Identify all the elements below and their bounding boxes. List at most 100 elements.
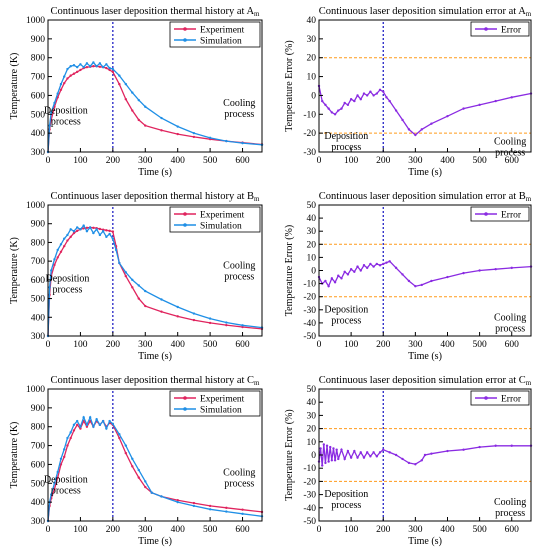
chart-err-C: Continuous laser deposition simulation e…	[284, 375, 533, 547]
data-point-experiment	[72, 231, 76, 235]
y-tick-label: 40	[307, 16, 317, 26]
data-point-simulation	[82, 65, 85, 69]
legend-label-simulation: Simulation	[200, 222, 242, 232]
y-tick-label: 30	[307, 35, 317, 45]
chart-title-subscript: m	[254, 10, 260, 18]
legend-box	[169, 206, 261, 233]
data-point-experiment	[144, 304, 147, 308]
data-point-error	[321, 464, 324, 467]
data-point-simulation	[124, 82, 128, 86]
data-point-error	[329, 445, 332, 449]
legend-box	[470, 206, 530, 222]
x-axis-label: Time (s)	[408, 536, 442, 547]
legend-label-experiment: Experiment	[200, 395, 245, 405]
data-point-experiment	[63, 244, 66, 248]
y-tick-label: -40	[303, 319, 316, 329]
y-axis-label: Temperature Error (%)	[284, 225, 295, 316]
data-point-simulation	[85, 423, 89, 427]
y-tick-label: 300	[31, 148, 46, 158]
legend-label-simulation: Simulation	[200, 406, 242, 416]
data-point-error	[375, 262, 379, 266]
data-point-error	[420, 459, 423, 462]
chart-title-subscript: m	[526, 10, 532, 18]
y-tick-label: 30	[307, 411, 317, 421]
data-point-error	[446, 449, 449, 453]
data-point-error	[446, 114, 449, 118]
data-point-simulation	[72, 230, 76, 233]
legend-label-simulation: Simulation	[200, 37, 242, 47]
data-point-experiment	[53, 263, 56, 267]
data-point-experiment	[66, 239, 69, 242]
chart-err-B: Continuous laser deposition simulation e…	[284, 191, 533, 362]
x-tick-label: 200	[106, 525, 121, 535]
data-point-error	[369, 262, 372, 266]
y-tick-label: 1000	[26, 16, 45, 26]
annotation-text: Deposition	[44, 105, 88, 116]
data-point-simulation	[192, 312, 196, 315]
y-tick-label: 50	[307, 385, 317, 395]
x-tick-label: 200	[376, 340, 391, 350]
data-point-simulation	[88, 416, 92, 419]
data-point-experiment	[75, 70, 79, 74]
x-tick-label: 0	[46, 525, 51, 535]
data-point-error	[340, 107, 343, 110]
annotation-text: process	[495, 147, 525, 158]
x-tick-label: 400	[171, 156, 186, 166]
data-point-simulation	[137, 284, 140, 287]
data-point-simulation	[66, 233, 69, 237]
x-axis-label: Time (s)	[138, 351, 172, 362]
data-point-experiment	[72, 72, 76, 75]
data-point-simulation	[225, 139, 228, 143]
data-point-experiment	[63, 81, 66, 85]
data-point-simulation	[56, 470, 59, 474]
data-point-simulation	[160, 495, 163, 498]
data-point-error	[510, 266, 513, 270]
y-tick-label: 0	[311, 91, 316, 101]
y-tick-label: 300	[31, 332, 46, 342]
y-tick-label: 800	[31, 238, 46, 248]
x-tick-label: 300	[408, 525, 423, 535]
y-tick-label: 30	[307, 227, 317, 237]
data-point-error	[332, 447, 335, 450]
data-point-simulation	[241, 324, 244, 327]
data-point-simulation	[69, 228, 72, 231]
annotation-text: Deposition	[324, 489, 368, 500]
legend-marker-error	[484, 396, 488, 400]
y-axis-label: Temperature (K)	[9, 237, 20, 304]
data-point-simulation	[85, 230, 89, 233]
y-tick-label: 0	[311, 267, 316, 277]
legend-label-error: Error	[501, 395, 522, 405]
data-point-error	[423, 453, 427, 457]
data-point-error	[359, 451, 362, 454]
x-tick-label: 600	[235, 340, 250, 350]
x-tick-label: 400	[440, 525, 455, 535]
data-point-simulation	[79, 63, 82, 66]
data-point-error	[385, 96, 388, 99]
data-point-simulation	[72, 423, 76, 427]
chart-title-subscript: m	[254, 379, 260, 387]
data-point-experiment	[108, 68, 111, 72]
data-point-experiment	[176, 315, 179, 318]
series-line-error	[318, 260, 532, 288]
data-point-simulation	[82, 224, 85, 227]
data-point-simulation	[101, 419, 105, 423]
data-point-simulation	[137, 98, 140, 102]
data-point-error	[319, 447, 322, 450]
data-point-experiment	[69, 74, 72, 77]
data-point-error	[430, 452, 433, 455]
annotation-text: Cooling	[223, 468, 255, 479]
data-point-error	[327, 460, 330, 463]
data-point-experiment	[53, 487, 56, 491]
chart-temp-C: Continuous laser deposition thermal hist…	[9, 375, 264, 547]
data-point-error	[510, 444, 513, 447]
legend-label-error: Error	[501, 26, 522, 36]
y-tick-label: 1000	[26, 201, 45, 211]
x-tick-label: 400	[440, 156, 455, 166]
x-tick-label: 600	[505, 525, 520, 535]
y-tick-label: -30	[303, 306, 316, 316]
data-point-experiment	[192, 501, 196, 505]
data-point-simulation	[114, 248, 118, 252]
y-tick-label: 600	[31, 91, 46, 101]
x-tick-label: 0	[46, 340, 51, 350]
